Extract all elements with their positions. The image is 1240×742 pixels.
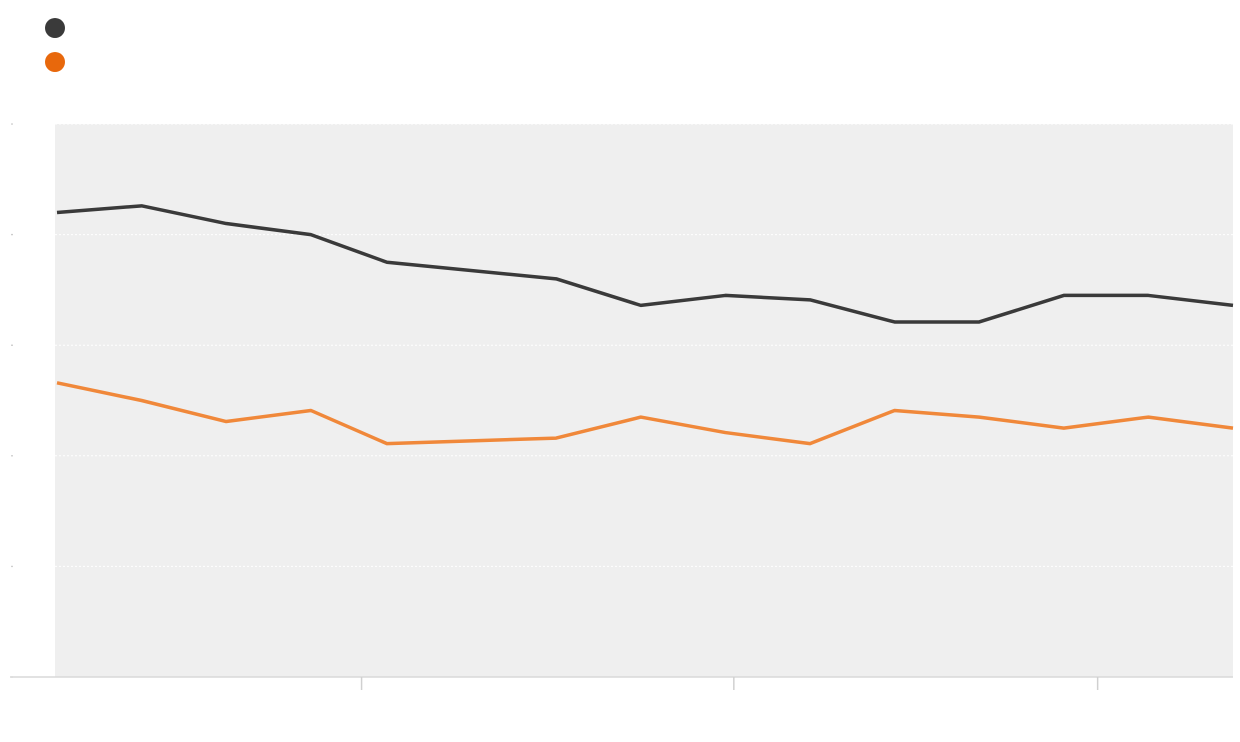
y-tick-mark [11, 344, 13, 347]
y-tick-mark [11, 565, 13, 568]
line-series [56, 204, 1234, 324]
line-series [56, 381, 1234, 446]
plot-background [55, 124, 1233, 677]
y-tick-mark [11, 233, 13, 236]
y-tick-mark [11, 123, 13, 125]
legend-marker [45, 52, 65, 72]
legend-marker [45, 18, 65, 38]
y-tick-mark [11, 455, 13, 457]
